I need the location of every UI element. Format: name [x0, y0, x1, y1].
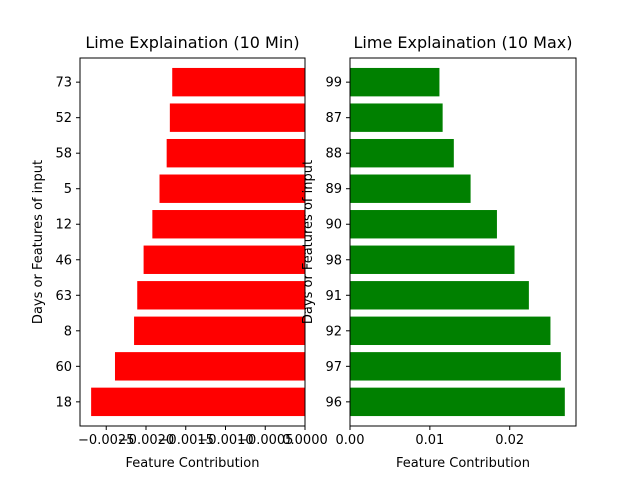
y-tick-label: 46 — [55, 253, 72, 268]
chart-title: Lime Explaination (10 Max) — [354, 33, 573, 52]
x-tick-label: 0.01 — [415, 433, 444, 448]
x-axis-label: Feature Contribution — [126, 456, 260, 471]
bar-52 — [169, 103, 305, 132]
bar-63 — [137, 281, 305, 310]
bar-89 — [350, 174, 471, 203]
bar-60 — [114, 352, 305, 381]
y-tick-label: 8 — [64, 324, 72, 339]
x-tick-label: −0.0020 — [118, 433, 174, 448]
bar-87 — [350, 103, 443, 132]
y-tick-label: 92 — [325, 324, 342, 339]
y-tick-label: 60 — [55, 360, 72, 375]
bar-8 — [134, 316, 305, 346]
bar-91 — [350, 281, 529, 310]
x-tick-label: −0.0010 — [197, 433, 253, 448]
y-tick-label: 5 — [64, 182, 72, 197]
x-tick-label: 0.0000 — [282, 433, 328, 448]
y-tick-label: 73 — [55, 76, 72, 91]
y-tick-label: 98 — [325, 253, 342, 268]
y-tick-label: 97 — [325, 360, 342, 375]
y-tick-label: 18 — [55, 395, 72, 410]
bar-90 — [350, 210, 497, 239]
axes-frame — [79, 57, 306, 427]
bar-12 — [152, 210, 305, 239]
x-axis-label: Feature Contribution — [396, 456, 530, 471]
y-axis-label: Days or Features of input — [301, 160, 316, 324]
bar-92 — [350, 316, 551, 346]
bar-96 — [350, 387, 565, 417]
y-tick-label: 58 — [55, 147, 72, 162]
chart-panel-2: 96 97 92 91 98 90 89 88 87 99 0.00 0.01 0.02 Lime Exp… — [301, 33, 577, 471]
x-tick-label: −0.0005 — [237, 433, 293, 448]
bar-46 — [143, 245, 305, 274]
y-axis-label: Days or Features of input — [31, 160, 46, 324]
axes-frame — [349, 57, 577, 427]
bar-97 — [350, 352, 561, 381]
y-tick-label: 96 — [325, 395, 342, 410]
y-tick-label: 91 — [325, 289, 342, 304]
y-tick-label: 12 — [55, 218, 72, 233]
y-tick-label: 63 — [55, 289, 72, 304]
y-tick-label: 88 — [325, 147, 342, 162]
y-tick-label: 89 — [325, 182, 342, 197]
bar-18 — [91, 387, 305, 417]
y-tick-label: 87 — [325, 111, 342, 126]
x-tick-label: −0.0015 — [158, 433, 214, 448]
bar-98 — [350, 245, 515, 274]
bar-5 — [159, 174, 305, 203]
x-tick-label: −0.0025 — [78, 433, 134, 448]
x-tick-label: 0.00 — [336, 433, 365, 448]
y-tick-label: 99 — [325, 76, 342, 91]
y-tick-label: 52 — [55, 111, 72, 126]
bar-58 — [166, 138, 305, 168]
chart-panel-1: 186086346125585273−0.0025−0.0020−0.0015−… — [31, 33, 328, 471]
x-tick-label: 0.02 — [495, 433, 524, 448]
bar-88 — [350, 138, 454, 168]
bar-99 — [350, 67, 440, 97]
y-tick-label: 90 — [325, 218, 342, 233]
bar-73 — [172, 67, 305, 97]
chart-title: Lime Explaination (10 Min) — [85, 33, 299, 52]
